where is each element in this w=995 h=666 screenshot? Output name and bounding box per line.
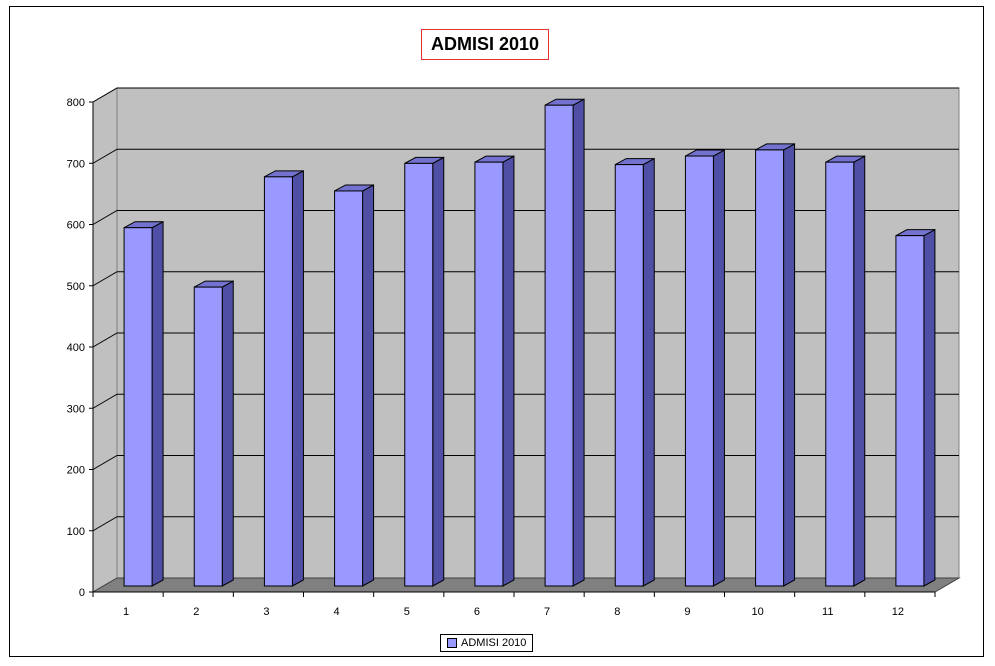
y-tick-label: 800 [67, 97, 85, 109]
gridline [92, 332, 959, 348]
gridline [92, 210, 959, 225]
bar-side [783, 143, 796, 587]
x-tick-label: 7 [544, 606, 550, 618]
x-tick-label: 3 [263, 606, 269, 618]
gridline [92, 148, 959, 164]
bar [123, 227, 153, 587]
x-tick-label: 9 [684, 606, 690, 618]
bar [895, 235, 925, 587]
y-tick-label: 400 [67, 342, 85, 354]
y-tick-label: 200 [67, 465, 85, 477]
bar-side [432, 156, 445, 587]
y-tick-label: 0 [79, 587, 85, 599]
x-tick-label: 8 [614, 606, 620, 618]
bar [614, 164, 644, 587]
y-tick-label: 600 [67, 220, 85, 232]
x-tick-label: 5 [404, 606, 410, 618]
bar-side [221, 280, 234, 587]
bar-side [362, 184, 375, 587]
bar-side [642, 157, 655, 587]
bar [544, 104, 574, 587]
gridline [92, 516, 959, 532]
bar-side [923, 228, 936, 587]
chart-title: ADMISI 2010 [421, 29, 550, 60]
x-tick-label: 1 [123, 606, 129, 618]
bar-side [291, 170, 304, 587]
x-tick-label: 6 [474, 606, 480, 618]
bar [474, 161, 504, 587]
bar-side [712, 149, 725, 587]
bar-side [502, 155, 515, 587]
legend: ADMISI 2010 [440, 634, 534, 652]
gridline [92, 271, 959, 287]
y-tick-label: 500 [67, 281, 85, 293]
y-tick-label: 100 [67, 526, 85, 538]
bar [193, 286, 223, 587]
gridline [92, 393, 959, 409]
x-tick-label: 2 [193, 606, 199, 618]
bar-side [853, 155, 866, 587]
bar [825, 161, 855, 587]
bar-side [151, 220, 164, 587]
bar [334, 190, 364, 587]
legend-swatch [447, 638, 457, 648]
y-tick-label: 300 [67, 403, 85, 415]
bar-side [572, 98, 585, 587]
x-tick-label: 12 [892, 606, 904, 618]
x-tick-label: 10 [751, 606, 763, 618]
gridline [92, 87, 959, 103]
bar [755, 149, 785, 587]
bar [404, 162, 434, 587]
y-tick-label: 700 [67, 158, 85, 170]
x-tick-label: 4 [334, 606, 340, 618]
bar [263, 176, 293, 587]
bar [684, 155, 714, 587]
legend-label: ADMISI 2010 [461, 637, 527, 649]
gridline [92, 455, 959, 470]
x-tick-label: 11 [822, 606, 833, 618]
